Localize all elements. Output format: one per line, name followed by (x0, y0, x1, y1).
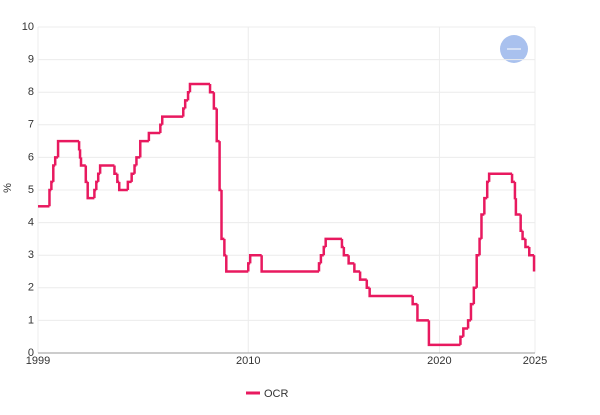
line-step (322, 245, 326, 256)
line-step (342, 247, 349, 257)
line-step (220, 190, 225, 241)
line-step (510, 173, 515, 184)
line-step (521, 230, 526, 241)
line-step (368, 287, 413, 298)
x-tick-label: 2025 (523, 355, 547, 367)
line-step (56, 139, 80, 158)
line-step (183, 99, 189, 109)
line-step (324, 237, 342, 248)
y-tick-label: 5 (28, 184, 34, 196)
line-step (147, 131, 161, 142)
line-step (466, 319, 471, 329)
line-step (353, 263, 361, 273)
line-step (126, 180, 132, 190)
line-step (317, 262, 321, 272)
line-step (319, 253, 324, 264)
line-step (427, 320, 461, 347)
line-step (135, 156, 141, 166)
line-step (159, 123, 163, 133)
line-step (182, 107, 186, 117)
line-step (96, 172, 101, 182)
line-step (113, 165, 118, 175)
line-step (208, 84, 214, 94)
line-step (52, 164, 56, 182)
line-step (98, 164, 115, 174)
line-step (86, 181, 95, 200)
legend-label: OCR (264, 388, 289, 400)
line-step (188, 82, 211, 93)
line-step (133, 164, 137, 174)
line-step (116, 173, 120, 184)
line-step (469, 302, 474, 321)
line-step (77, 141, 81, 151)
line-step (487, 172, 513, 182)
line-step (212, 92, 217, 110)
line-step (78, 149, 82, 159)
line-step (225, 255, 249, 273)
line-step (416, 304, 429, 322)
line-step (223, 238, 227, 257)
line-step (95, 180, 99, 190)
line-step (93, 188, 97, 199)
y-tick-label: 6 (28, 151, 34, 163)
y-tick-label: 10 (22, 21, 34, 33)
x-tick-label: 2010 (236, 355, 260, 367)
line-step (475, 253, 480, 288)
y-tick-label: 2 (28, 282, 34, 294)
plot-area: 0 1 2 3 4 5 6 7 8 9 10 1999 2010 2020 2025 (22, 21, 547, 367)
line-step (459, 335, 464, 345)
line-step (514, 198, 521, 216)
line-step (48, 188, 52, 207)
line-step (411, 295, 418, 306)
line-step (218, 141, 222, 192)
y-tick-label: 3 (28, 249, 34, 261)
line-step (483, 196, 488, 215)
line-step (117, 181, 128, 192)
y-axis-label: % (2, 183, 14, 193)
y-tick-label: 0 (28, 347, 34, 359)
y-tick-label: 1 (28, 314, 34, 326)
line-step (186, 90, 190, 101)
y-tick-label: 8 (28, 86, 34, 98)
line-step (139, 139, 149, 158)
line-step (524, 238, 530, 249)
line-step (347, 255, 355, 265)
line-step (130, 172, 135, 182)
line-step (340, 238, 344, 249)
line-step (480, 213, 485, 239)
line-step (50, 180, 54, 190)
line-step (472, 286, 477, 305)
line-step (84, 165, 88, 184)
line-step (358, 271, 367, 281)
line-step (365, 279, 370, 290)
line-step (528, 247, 535, 257)
line-step (513, 181, 517, 200)
y-tick-label: 7 (28, 119, 34, 131)
y-tick-label: 9 (28, 54, 34, 66)
line-step (478, 237, 482, 256)
line-step (248, 253, 262, 264)
line-step (79, 157, 86, 167)
x-tick-label: 1999 (26, 355, 50, 367)
line-step (462, 327, 469, 337)
y-tick-label: 4 (28, 217, 34, 229)
line-step (161, 115, 184, 125)
line-step (260, 255, 319, 273)
x-tick-label: 2020 (427, 355, 451, 367)
line-step (53, 156, 59, 166)
line-step (247, 262, 251, 272)
